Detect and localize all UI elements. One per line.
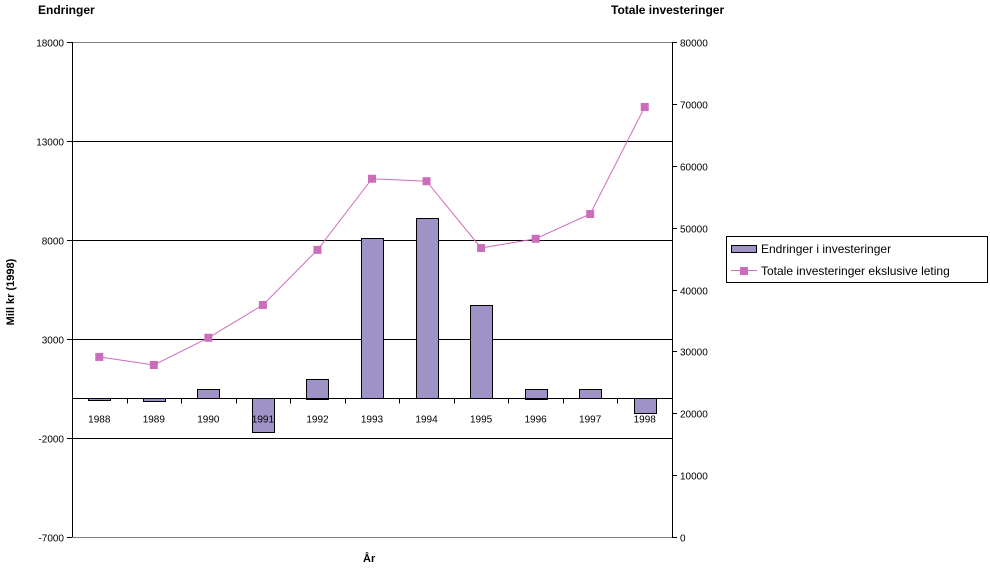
- right-tick-label: 30000: [680, 348, 708, 359]
- line-marker: [258, 300, 267, 309]
- legend-item-line: Totale investeringer ekslusive leting: [731, 262, 950, 280]
- right-tick-label: 60000: [680, 163, 708, 174]
- legend: Endringer i investeringer Totale investe…: [726, 236, 988, 283]
- bar: [306, 379, 329, 400]
- right-tick-label: 80000: [680, 39, 708, 50]
- bar-swatch-icon: [731, 245, 757, 253]
- line-marker: [313, 245, 322, 254]
- bar: [361, 238, 384, 399]
- line-marker: [368, 174, 376, 183]
- line-marker: [531, 234, 540, 243]
- right-tick-label: 40000: [680, 287, 708, 298]
- left-tick-label: -2000: [38, 435, 64, 446]
- right-tick-label: 0: [680, 534, 686, 545]
- category-label: 1992: [306, 415, 329, 426]
- legend-item-bar: Endringer i investeringer: [731, 240, 891, 258]
- right-tick-label: 70000: [680, 101, 708, 112]
- left-tick-label: 3000: [42, 336, 65, 347]
- left-tick-label: 13000: [36, 138, 64, 149]
- category-label: 1995: [470, 415, 493, 426]
- bar: [470, 305, 493, 399]
- left-tick-label: -7000: [38, 534, 64, 545]
- line-marker-swatch-icon: [731, 267, 757, 275]
- category-label: 1994: [415, 415, 438, 426]
- left-axis-title: Endringer: [38, 3, 95, 17]
- line-marker: [640, 102, 649, 111]
- category-label: 1997: [579, 415, 602, 426]
- right-axis-title: Totale investeringer: [611, 3, 725, 17]
- category-label: 1990: [197, 415, 220, 426]
- bar: [197, 389, 220, 399]
- x-axis-label: År: [363, 553, 376, 565]
- line-marker: [95, 352, 104, 361]
- line-marker: [204, 333, 213, 342]
- bar: [634, 398, 657, 414]
- right-tick-label: 20000: [680, 410, 708, 421]
- bar: [416, 218, 439, 399]
- line-marker: [586, 210, 595, 219]
- category-label: 1998: [634, 415, 657, 426]
- left-tick-label: 18000: [36, 39, 64, 50]
- line-marker: [422, 177, 431, 186]
- category-label: 1988: [88, 415, 111, 426]
- line-marker: [477, 244, 486, 253]
- bar: [579, 389, 602, 399]
- left-tick-label: 8000: [42, 237, 65, 248]
- category-label: 1991: [252, 415, 275, 426]
- right-tick-label: 50000: [680, 225, 708, 236]
- line-marker: [149, 360, 158, 369]
- legend-bar-label: Endringer i investeringer: [761, 242, 892, 256]
- category-label: 1996: [525, 415, 548, 426]
- bar: [525, 389, 548, 400]
- category-label: 1989: [143, 415, 166, 426]
- category-label: 1993: [361, 415, 384, 426]
- legend-line-label: Totale investeringer ekslusive leting: [761, 264, 950, 278]
- right-tick-label: 10000: [680, 472, 708, 483]
